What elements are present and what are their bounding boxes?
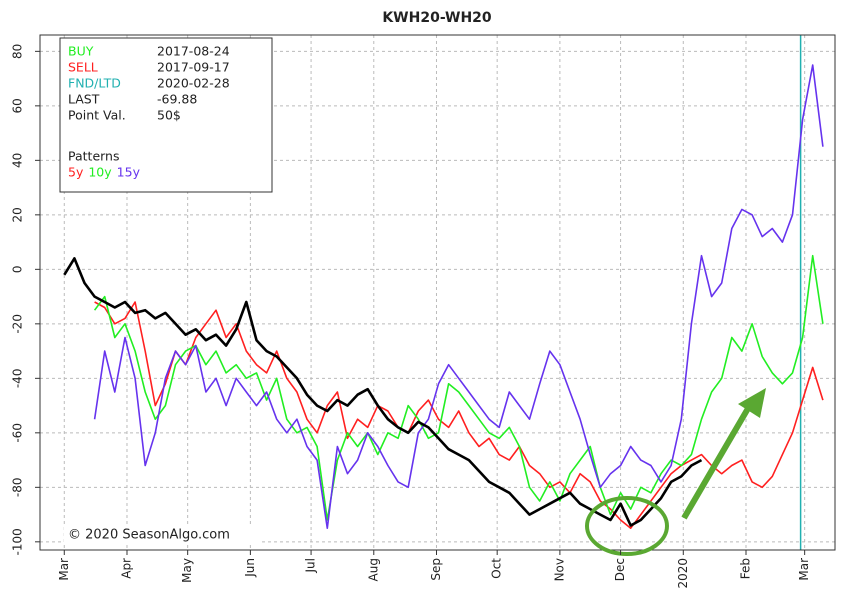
info-frame xyxy=(59,37,273,193)
credit: © 2020 SeasonAlgo.com xyxy=(68,528,230,543)
y-tick-label: -80 xyxy=(11,478,25,498)
x-tick-label: Dec xyxy=(613,558,627,581)
series-line xyxy=(63,257,703,527)
x-tick-label: Apr xyxy=(119,558,133,579)
info-label: LAST xyxy=(68,92,100,107)
x-tick-label: May xyxy=(180,558,194,583)
x-tick-label: 2020 xyxy=(676,558,690,589)
info-label: Point Val. xyxy=(68,108,126,123)
x-tick-label: Jun xyxy=(243,558,257,578)
y-tick-label: 60 xyxy=(11,98,25,113)
info-label: SELL xyxy=(68,60,98,75)
series-line xyxy=(93,254,824,521)
x-tick-label: Feb xyxy=(738,558,752,579)
info-label: BUY xyxy=(68,44,94,59)
credit-bg xyxy=(64,524,262,544)
chart-title: KWH20-WH20 xyxy=(382,10,492,26)
legend-entry: 10y xyxy=(88,165,112,180)
y-tick-label: 20 xyxy=(11,207,25,222)
info-box: BUY 2017-08-24 SELL 2017-09-17 FND/LTD 2… xyxy=(59,37,273,193)
x-tick-label: Mar xyxy=(797,558,811,581)
info-value: 2017-08-24 xyxy=(157,44,230,59)
y-tick-label: 80 xyxy=(11,44,25,59)
x-tick-label: Jul xyxy=(304,558,318,573)
series-line xyxy=(93,64,824,529)
x-tick-label: Sep xyxy=(429,558,443,581)
y-tick-label: -100 xyxy=(11,528,25,555)
x-tick-label: Nov xyxy=(552,558,566,581)
info-value: 2020-02-28 xyxy=(157,76,230,91)
y-tick-label: 0 xyxy=(11,266,25,274)
patterns-label: Patterns xyxy=(68,149,119,164)
highlight-circle xyxy=(585,496,669,556)
x-tick-label: Oct xyxy=(490,558,504,579)
lines xyxy=(63,35,824,550)
arrow-shaft xyxy=(681,403,753,520)
info-value: 2017-09-17 xyxy=(157,60,230,75)
series-line xyxy=(94,301,824,529)
legend-entry: 5y xyxy=(68,165,84,180)
plot-frame xyxy=(39,34,836,551)
info-value: -69.88 xyxy=(157,92,197,107)
y-tick-label: -60 xyxy=(11,423,25,443)
x-tick-label: Mar xyxy=(57,558,71,581)
y-tick-label: -20 xyxy=(11,314,25,334)
legend-entry: 15y xyxy=(117,165,141,180)
arrow-head xyxy=(738,388,766,418)
info-label: FND/LTD xyxy=(68,76,121,91)
y-tick-label: 40 xyxy=(11,153,25,168)
y-tick-label: -40 xyxy=(11,369,25,389)
x-tick-label: Aug xyxy=(366,558,380,581)
info-value: 50$ xyxy=(157,108,181,123)
